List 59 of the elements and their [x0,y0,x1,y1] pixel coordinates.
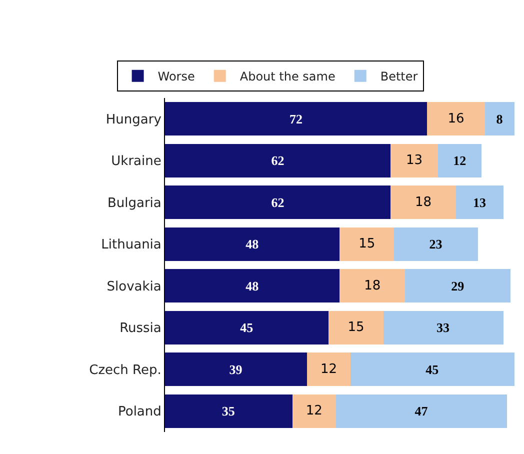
data-label: 12 [320,362,337,377]
data-label: 13 [472,194,486,210]
data-label: 13 [406,153,422,168]
bar [336,394,507,428]
bar [292,394,336,428]
data-label: 62 [271,194,284,210]
y-tick-label: Lithuania [101,238,162,253]
bar [328,310,384,344]
data-label: 15 [358,236,376,252]
bar [165,394,292,428]
bar [165,102,427,136]
data-label: 23 [429,236,443,252]
legend-label: Better [380,70,418,84]
y-tick-label: Slovakia [106,279,162,294]
bar [383,310,504,344]
data-label: 12 [306,404,322,419]
data-label: 72 [289,111,302,126]
data-label: 45 [240,320,254,336]
bar [350,352,514,386]
data-label: 48 [246,236,260,252]
bar [165,227,340,261]
bar [405,269,511,303]
bar [165,310,329,344]
bar [340,269,406,303]
data-label: 15 [348,320,364,336]
bar [390,186,456,220]
legend-label: About the same [240,70,336,84]
y-tick-label: Russia [120,321,162,336]
data-label: 18 [415,194,432,210]
y-tick-label: Hungary [106,112,162,128]
y-tick-label: Bulgaria [107,196,162,211]
bar [340,227,394,261]
data-label: 12 [453,153,466,168]
bar [438,144,482,178]
legend-label: Worse [158,70,195,84]
y-tick-label: Czech Rep. [89,362,162,378]
data-label: 33 [436,320,450,336]
data-label: 35 [222,404,236,419]
bar [165,269,340,303]
data-label: 18 [364,278,381,294]
data-label: 47 [414,404,428,419]
data-label: 48 [246,278,260,294]
y-tick-label: Poland [118,404,162,420]
bar [165,144,391,178]
bar [306,352,351,386]
bar [390,144,438,178]
data-label: 39 [229,362,243,377]
data-label: 45 [426,362,440,377]
bar [426,102,486,136]
bar [485,102,514,136]
bar [165,352,307,386]
data-label: 29 [451,278,465,294]
data-label: 8 [496,111,504,126]
bar [394,227,478,261]
y-tick-label: Ukraine [111,154,162,170]
data-label: 62 [271,153,284,168]
bar [165,186,391,220]
bar [456,186,504,220]
data-label: 16 [448,111,464,126]
